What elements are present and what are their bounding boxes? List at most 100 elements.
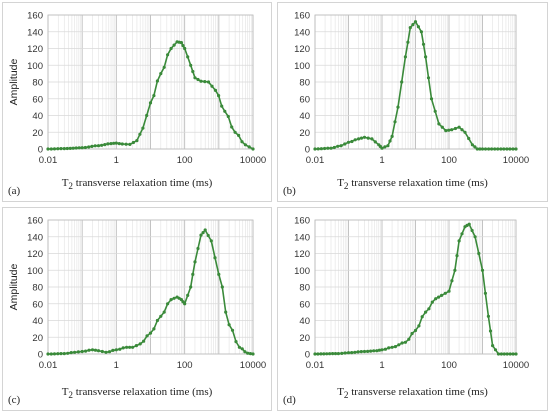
x-tick-label: 10000 — [503, 155, 529, 166]
data-point — [193, 260, 197, 264]
data-point — [416, 25, 420, 29]
data-point — [430, 300, 434, 304]
y-tick-label: 100 — [27, 61, 43, 72]
data-point — [408, 26, 412, 30]
data-point — [417, 324, 421, 328]
data-point — [210, 84, 214, 88]
data-point — [104, 350, 108, 354]
data-point — [49, 147, 53, 151]
data-point — [508, 147, 512, 151]
data-point — [46, 147, 50, 151]
data-point — [209, 239, 213, 243]
data-point — [227, 323, 231, 327]
data-point — [49, 352, 53, 356]
y-tick-label: 100 — [294, 266, 310, 277]
x-tick-label: 0.01 — [39, 155, 58, 166]
y-tick-label: 160 — [27, 11, 43, 22]
y-axis-label: Amplitude — [8, 59, 20, 106]
data-point — [440, 125, 444, 129]
data-point — [359, 350, 363, 354]
y-tick-label: 40 — [299, 316, 310, 327]
data-point — [457, 239, 461, 243]
x-axis-label: T2 transverse relaxation time (ms) — [337, 385, 488, 400]
data-point — [467, 136, 471, 141]
data-point — [240, 140, 244, 144]
data-point — [74, 146, 78, 150]
data-point — [213, 256, 217, 260]
data-point — [356, 350, 360, 354]
data-point — [362, 135, 367, 139]
data-point — [357, 137, 361, 141]
data-point — [93, 348, 98, 352]
y-tick-label: 20 — [299, 333, 310, 344]
data-point — [328, 352, 332, 356]
y-tick-label: 0 — [38, 350, 43, 361]
data-point — [90, 348, 95, 352]
data-point — [125, 345, 129, 349]
data-point — [467, 222, 471, 226]
data-point — [121, 346, 125, 350]
data-point — [138, 132, 142, 136]
data-point — [421, 42, 426, 46]
x-axis-label: T2 transverse relaxation time (ms) — [61, 176, 213, 191]
y-tick-label: 140 — [27, 232, 43, 243]
data-point — [447, 128, 451, 132]
data-point — [114, 348, 118, 352]
data-point — [326, 146, 330, 150]
data-point — [499, 352, 503, 356]
data-point — [388, 139, 392, 143]
data-point — [496, 147, 500, 151]
data-point — [397, 343, 401, 347]
y-tick-label: 20 — [32, 333, 43, 344]
data-point — [181, 44, 185, 48]
plot-area-frame — [47, 14, 254, 150]
panel-label: (c) — [8, 394, 21, 406]
data-point — [463, 130, 467, 134]
data-point — [346, 140, 351, 144]
data-point — [502, 147, 506, 151]
data-point — [393, 345, 397, 349]
data-point — [183, 302, 187, 306]
x-tick-label: 1 — [379, 360, 384, 371]
data-point — [375, 349, 379, 353]
data-point — [420, 315, 424, 319]
data-point — [224, 310, 228, 314]
data-point — [152, 94, 156, 98]
y-tick-label: 100 — [294, 61, 310, 72]
data-point — [443, 291, 447, 295]
data-point — [199, 79, 203, 83]
data-point — [400, 341, 404, 345]
data-point — [455, 254, 459, 258]
y-tick-label: 40 — [299, 111, 310, 122]
data-point — [155, 318, 159, 323]
data-point — [206, 80, 211, 84]
data-point — [100, 143, 104, 147]
data-point — [217, 94, 221, 98]
data-point — [118, 347, 122, 351]
data-point — [396, 105, 400, 109]
data-point — [134, 344, 138, 348]
data-point — [217, 272, 221, 276]
data-point — [186, 55, 190, 59]
data-point — [434, 297, 438, 301]
data-point — [437, 295, 441, 299]
data-point — [366, 136, 370, 140]
data-point — [159, 72, 163, 76]
data-point — [93, 144, 97, 148]
data-point — [325, 352, 329, 356]
data-point — [511, 352, 515, 356]
data-point — [386, 144, 390, 148]
data-point — [128, 142, 132, 146]
data-point — [203, 228, 207, 232]
data-point — [424, 55, 428, 59]
data-point — [440, 293, 444, 297]
data-point — [166, 53, 170, 57]
data-point — [426, 76, 431, 80]
data-point — [322, 352, 326, 356]
data-point — [65, 146, 69, 151]
y-tick-label: 20 — [299, 128, 310, 139]
data-point — [120, 142, 124, 146]
y-tick-label: 80 — [299, 283, 310, 294]
data-point — [486, 314, 490, 318]
data-point — [410, 331, 414, 336]
